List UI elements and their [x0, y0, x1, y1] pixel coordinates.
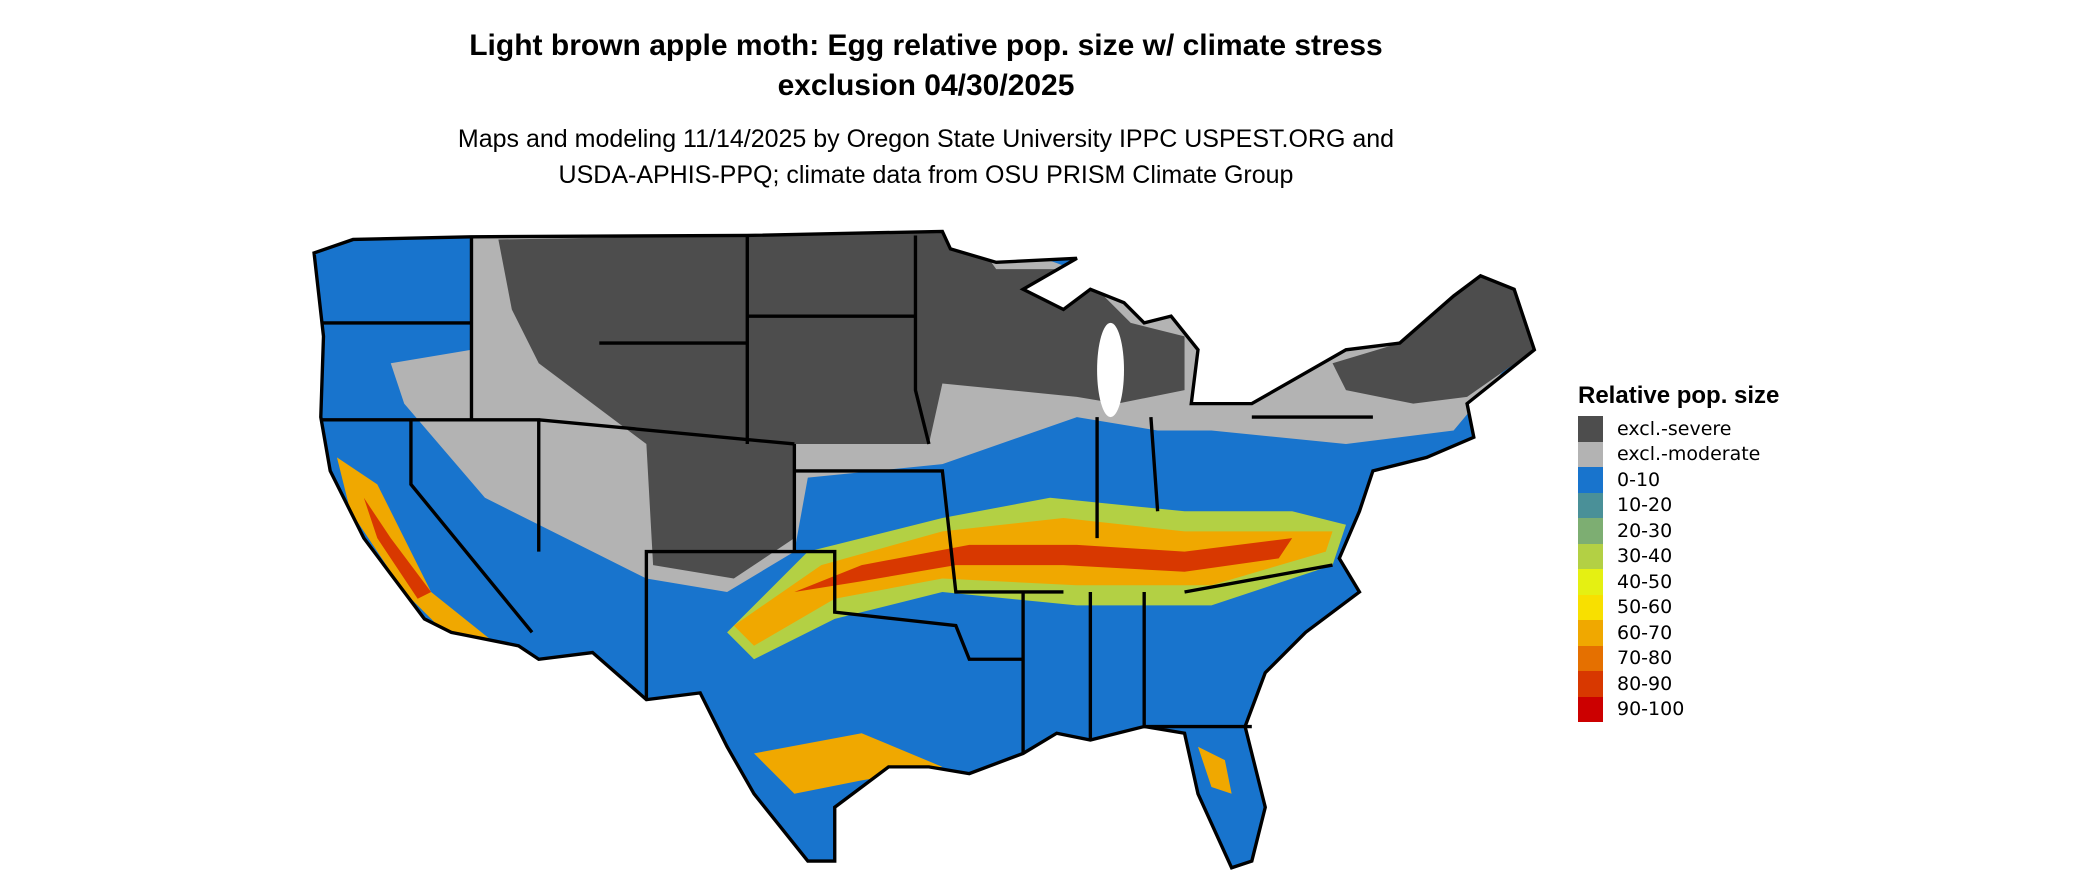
legend-item: excl.-severe — [1578, 416, 1779, 442]
legend-label: 90-100 — [1617, 698, 1685, 721]
legend-item: 0-10 — [1578, 467, 1779, 493]
legend-label: 10-20 — [1617, 494, 1673, 517]
state-borders — [312, 229, 1537, 870]
legend-swatch — [1578, 696, 1603, 722]
legend-title: Relative pop. size — [1578, 382, 1780, 409]
legend-swatch — [1578, 441, 1603, 467]
legend-label: 80-90 — [1617, 672, 1673, 695]
legend-swatch — [1578, 671, 1603, 697]
legend-item: 40-50 — [1578, 569, 1779, 595]
legend-label: 70-80 — [1617, 647, 1673, 670]
map-title-line1: Light brown apple moth: Egg relative pop… — [469, 29, 1383, 62]
legend-swatch — [1578, 620, 1603, 646]
zone-60-70 — [336, 457, 1333, 794]
legend-swatch — [1578, 518, 1603, 544]
legend-item: 30-40 — [1578, 543, 1779, 569]
legend-label: excl.-moderate — [1617, 443, 1761, 466]
legend-item: 10-20 — [1578, 492, 1779, 518]
legend-label: 50-60 — [1617, 596, 1673, 619]
map-subtitle-line2: USDA-APHIS-PPQ; climate data from OSU PR… — [558, 161, 1294, 189]
legend-label: 20-30 — [1617, 519, 1673, 542]
legend-swatch — [1578, 416, 1603, 442]
legend-item: excl.-moderate — [1578, 441, 1779, 467]
legend-item: 20-30 — [1578, 518, 1779, 544]
legend-label: 30-40 — [1617, 545, 1673, 568]
legend-label: 0-10 — [1617, 468, 1661, 491]
legend-swatch — [1578, 569, 1603, 595]
legend-swatch — [1578, 645, 1603, 671]
map-title-line2: exclusion 04/30/2025 — [777, 69, 1075, 102]
lake-michigan — [1097, 322, 1124, 418]
legend-item: 50-60 — [1578, 594, 1779, 620]
legend-swatch — [1578, 492, 1603, 518]
legend-swatch — [1578, 467, 1603, 493]
legend-item: 90-100 — [1578, 696, 1779, 722]
legend-items: excl.-severe excl.-moderate 0-10 10-20 20-30… — [1578, 416, 1779, 722]
legend-swatch — [1578, 594, 1603, 620]
legend-item: 80-90 — [1578, 671, 1779, 697]
zone-excl-severe — [498, 231, 1535, 579]
legend-item: 70-80 — [1578, 645, 1779, 671]
zone-70-90 — [363, 497, 1293, 599]
legend-label: 40-50 — [1617, 570, 1673, 593]
legend-label: 60-70 — [1617, 621, 1673, 644]
legend-label: excl.-severe — [1617, 417, 1732, 440]
legend: Relative pop. size excl.-severe excl.-mod… — [1578, 382, 1779, 722]
legend-item: 60-70 — [1578, 620, 1779, 646]
legend-swatch — [1578, 543, 1603, 569]
map-subtitle-line1: Maps and modeling 11/14/2025 by Oregon S… — [457, 125, 1395, 153]
